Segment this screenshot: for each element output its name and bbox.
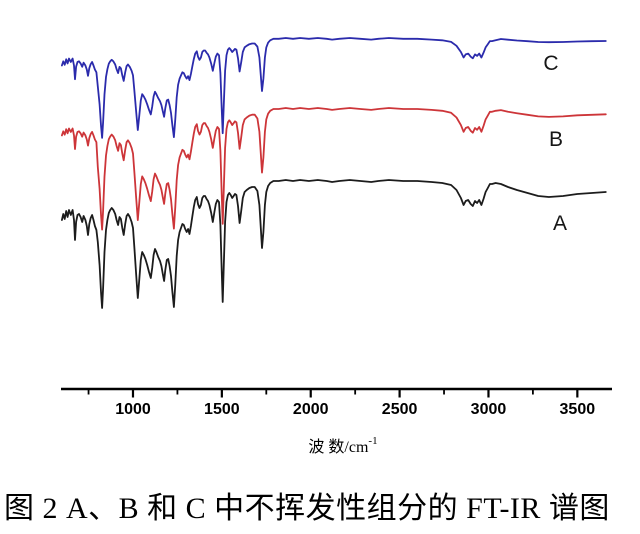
series-label-A: A	[553, 212, 567, 235]
x-tick-label: 3500	[560, 401, 596, 418]
ftir-chart: 1000 1500 2000 2500 3000 3500 A B C 波 数/cm-1	[61, 37, 612, 456]
series-labels: A B C	[543, 52, 567, 235]
spectrum-curve-A	[61, 179, 607, 309]
x-axis-title-superscript: -1	[368, 435, 377, 447]
series-label-C: C	[543, 52, 558, 75]
x-axis-title-main: 波 数/cm	[308, 438, 369, 456]
spectra-curves	[61, 37, 607, 309]
x-axis: 1000 1500 2000 2500 3000 3500	[61, 387, 612, 418]
x-tick-label: 1000	[115, 401, 151, 418]
x-tick-label: 2000	[293, 401, 329, 418]
x-tick-label: 2500	[382, 401, 418, 418]
series-label-B: B	[549, 128, 563, 151]
x-tick-label: 3000	[471, 401, 507, 418]
figure-caption: 图 2 A、B 和 C 中不挥发性组分的 FT-IR 谱图	[4, 492, 610, 525]
spectrum-curve-B	[61, 107, 607, 231]
spectrum-curve-C	[61, 37, 607, 139]
x-tick-label: 1500	[204, 401, 240, 418]
x-axis-title: 波 数/cm-1	[308, 435, 377, 456]
